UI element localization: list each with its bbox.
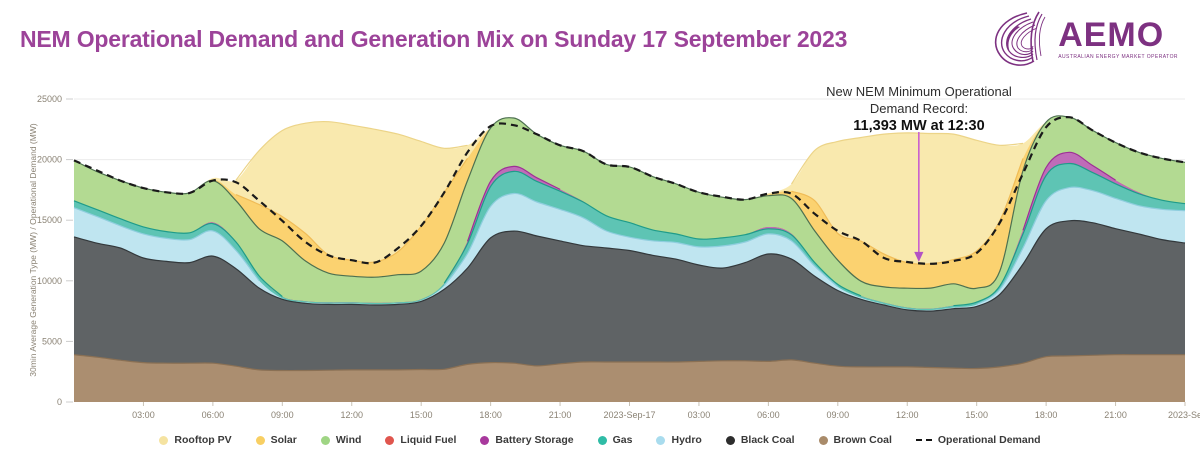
- y-tick-label: 10000: [37, 276, 62, 286]
- annotation-line-2: Demand Record:: [869, 100, 969, 116]
- edge-battery-storage: [466, 165, 561, 242]
- legend-item-liquid-fuel: Liquid Fuel: [385, 434, 456, 446]
- edge-hydro: [443, 192, 839, 288]
- aemo-logo-subtext: AUSTRALIAN ENERGY MARKET OPERATOR: [1058, 54, 1178, 60]
- legend-label: Solar: [270, 434, 297, 446]
- x-tick-label: 03:00: [688, 410, 711, 420]
- legend-marker: [656, 435, 666, 445]
- legend-label: Brown Coal: [833, 434, 892, 446]
- legend-item-hydro: Hydro: [656, 434, 702, 446]
- edge-gas: [73, 200, 283, 298]
- page-title: NEM Operational Demand and Generation Mi…: [20, 25, 848, 52]
- x-tick-label: 21:00: [1104, 410, 1127, 420]
- x-tick-label: 12:00: [340, 410, 363, 420]
- legend-marker: [725, 435, 735, 445]
- area-brown-coal: [74, 354, 1185, 402]
- y-tick-label: 25000: [37, 94, 62, 104]
- x-tick-label: 06:00: [202, 410, 225, 420]
- x-tick-label: 12:00: [896, 410, 919, 420]
- x-tick-label: 15:00: [965, 410, 988, 420]
- legend-label: Liquid Fuel: [400, 434, 457, 446]
- y-tick-label: 5000: [42, 336, 62, 346]
- x-tick-label: 18:00: [1035, 410, 1058, 420]
- edge-hydro: [976, 186, 1186, 306]
- legend-label: Operational Demand: [937, 434, 1041, 446]
- annotation-line-1: New NEM Minimum Operational: [826, 84, 1012, 99]
- annotation-record-value: 11,393 MW at 12:30: [853, 118, 985, 135]
- x-tick-label: 21:00: [549, 410, 572, 420]
- x-tick-label: 06:00: [757, 410, 780, 420]
- legend-item-wind: Wind: [320, 434, 362, 446]
- legend-label: Gas: [612, 434, 633, 446]
- x-tick-label: 15:00: [410, 410, 433, 420]
- chart-area: 0 5000 10000 15000 20000 25000 30min Average G…: [0, 78, 1200, 426]
- x-tick-label: 2023-Se: [1168, 410, 1200, 420]
- legend-item-black-coal: Black Coal: [725, 434, 795, 446]
- legend-item-operational-demand: Operational Demand: [915, 434, 1041, 446]
- x-tick-label: 03:00: [132, 410, 155, 420]
- x-tick-label: 2023-Sep-17: [603, 410, 655, 420]
- swirl-crescent: [1006, 26, 1021, 52]
- record-arrow-head: [914, 251, 924, 262]
- demand-record-annotation: New NEM Minimum Operational Demand Recor…: [788, 84, 1050, 136]
- legend-marker: [480, 435, 490, 445]
- header: NEM Operational Demand and Generation Mi…: [0, 0, 1200, 78]
- aemo-logo: AEMO AUSTRALIAN ENERGY MARKET OPERATOR: [987, 10, 1178, 68]
- legend-item-solar: Solar: [255, 434, 297, 446]
- edge-hydro: [73, 207, 260, 282]
- y-tick-label: 15000: [37, 215, 62, 225]
- y-tick-label: 20000: [37, 155, 62, 165]
- legend-marker: [915, 439, 932, 441]
- edge-rooftop-pv: [791, 132, 1024, 185]
- legend-label: Rooftop PV: [174, 434, 232, 446]
- legend-marker: [597, 435, 607, 445]
- legend-marker: [159, 435, 169, 445]
- legend-item-gas: Gas: [597, 434, 633, 446]
- edge-gas: [443, 170, 862, 297]
- aemo-swirl-icon: [995, 11, 1046, 66]
- area-black-coal: [74, 220, 1185, 402]
- chart-legend: Rooftop PV Solar Wind Liquid Fuel Battery St…: [0, 427, 1200, 453]
- edge-rooftop-pv: [235, 120, 468, 181]
- stacked-area-chart: 0 5000 10000 15000 20000 25000 30min Average G…: [28, 94, 1200, 420]
- edge-black-coal: [73, 219, 1186, 312]
- x-tick-label: 09:00: [271, 410, 294, 420]
- legend-label: Battery Storage: [495, 434, 574, 446]
- legend-label: Hydro: [671, 434, 702, 446]
- edge-wind: [73, 115, 1186, 290]
- operational-demand-line: [73, 116, 1186, 265]
- x-tick-label: 09:00: [827, 410, 850, 420]
- aemo-logo-text: AEMO: [1058, 16, 1165, 54]
- legend-label: Wind: [335, 434, 362, 446]
- legend-item-rooftop-pv: Rooftop PV: [159, 434, 232, 446]
- legend-marker: [818, 435, 828, 445]
- y-axis-title: 30min Average Generation Type (MW) / Ope…: [28, 123, 38, 377]
- y-tick-label: 0: [57, 397, 62, 407]
- legend-marker: [320, 435, 330, 445]
- legend-item-battery-storage: Battery Storage: [480, 434, 574, 446]
- legend-label: Black Coal: [740, 434, 795, 446]
- x-tick-label: 18:00: [479, 410, 502, 420]
- edge-brown-coal: [73, 354, 1185, 372]
- legend-item-brown-coal: Brown Coal: [818, 434, 892, 446]
- legend-marker: [255, 435, 265, 445]
- legend-marker: [385, 435, 395, 445]
- edge-battery-storage: [1022, 151, 1116, 231]
- edge-gas: [953, 162, 1186, 307]
